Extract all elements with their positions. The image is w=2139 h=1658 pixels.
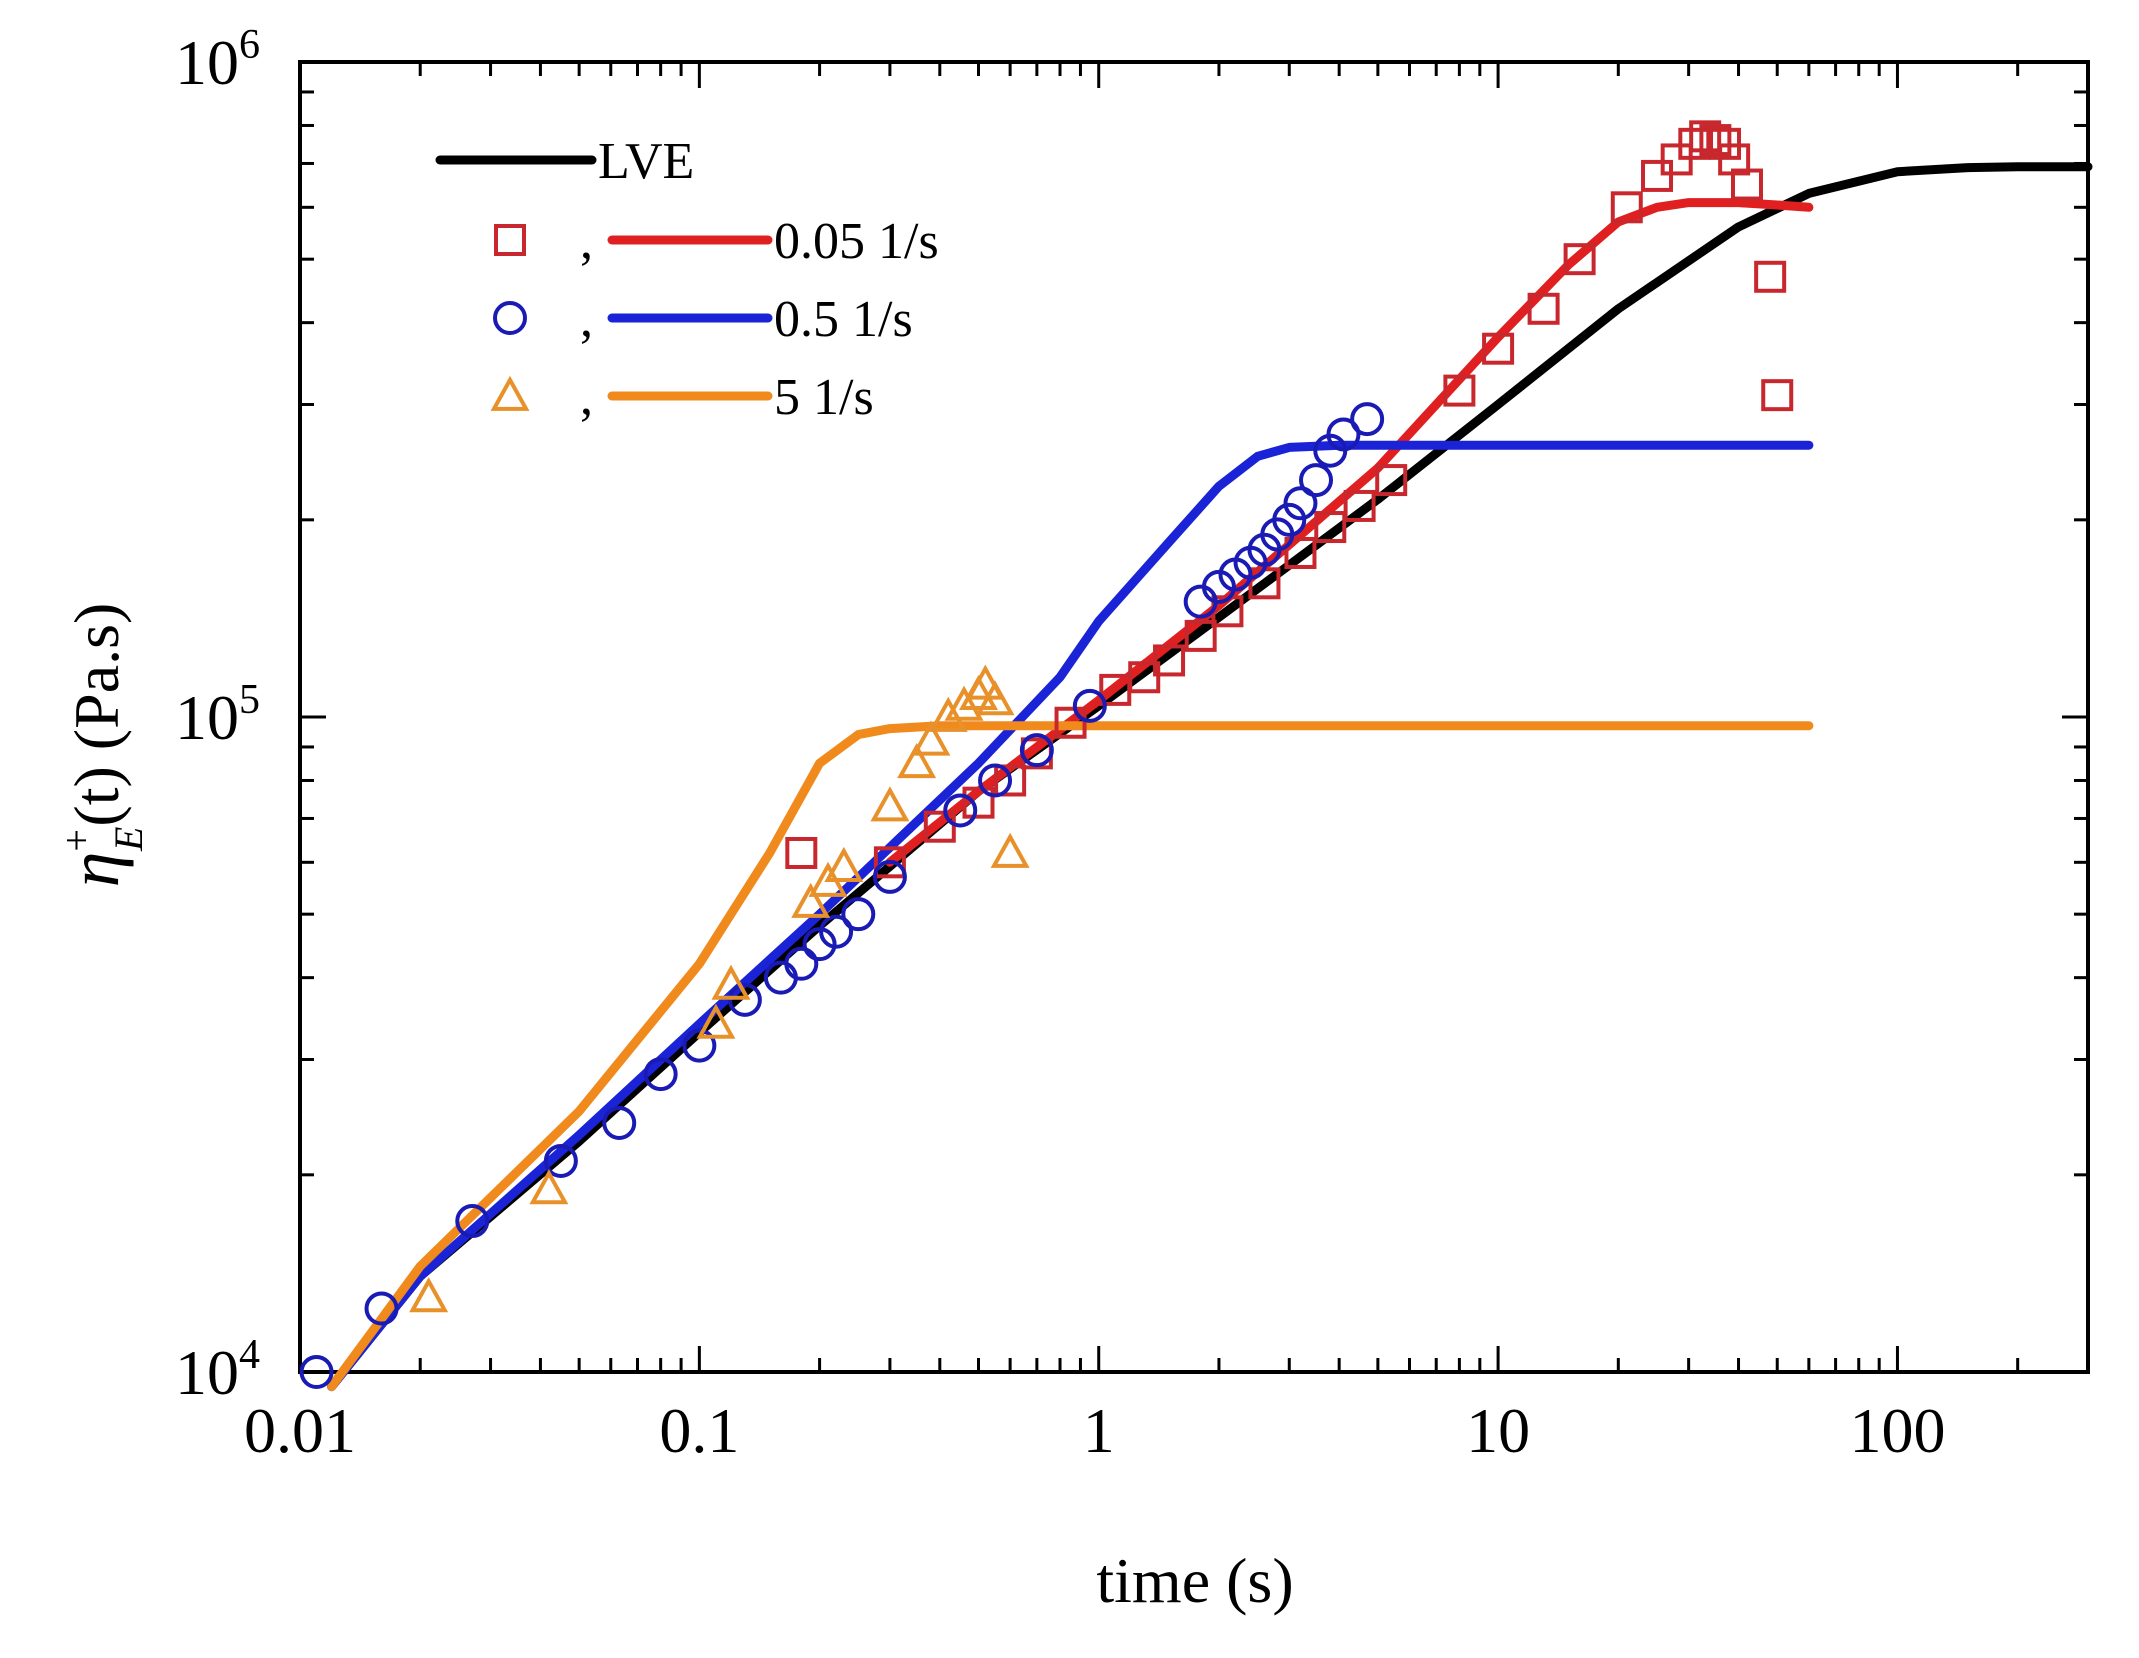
- data-point-square: [1153, 644, 1186, 677]
- data-point-square: [1689, 120, 1722, 153]
- x-axis-title: time (s): [1096, 1545, 1293, 1616]
- data-point-circle: [727, 982, 762, 1017]
- data-point-circle: [763, 960, 798, 995]
- x-tick-label: 1: [1083, 1395, 1115, 1466]
- legend-label: LVE: [598, 133, 694, 190]
- data-point-circle: [602, 1105, 637, 1140]
- legend: LVE, 0.05 1/s, 0.5 1/s, 5 1/s: [435, 133, 939, 426]
- y-tick-label: 106: [175, 22, 260, 98]
- series-line-2: [327, 440, 1814, 1392]
- data-point-circle: [364, 1291, 399, 1326]
- legend-label: 5 1/s: [774, 369, 874, 426]
- data-point-circle: [1283, 486, 1318, 521]
- data-point-square: [1754, 260, 1787, 293]
- data-point-square: [1343, 489, 1376, 522]
- tick-labels-layer: 0.01 0.1 1 10 100 104 105 106: [175, 22, 1945, 1466]
- data-point-square: [1284, 536, 1317, 569]
- y-tick-label: 104: [175, 1332, 260, 1408]
- series-markers-layer: [299, 120, 1794, 1389]
- data-point-square: [1128, 661, 1161, 694]
- data-point-circle: [1299, 463, 1334, 498]
- data-point-circle: [943, 793, 978, 828]
- data-point-triangle: [975, 680, 1015, 716]
- data-point-square: [1482, 332, 1515, 365]
- data-point-circle: [872, 859, 907, 894]
- data-point-circle: [1272, 502, 1307, 537]
- y-tick-label: 105: [175, 677, 260, 753]
- data-point-square: [1641, 159, 1674, 192]
- x-tick-label: 100: [1849, 1395, 1945, 1466]
- data-point-circle: [978, 763, 1013, 798]
- data-point-circle: [543, 1143, 578, 1178]
- data-point-square: [1610, 191, 1643, 224]
- series-line-0: [327, 162, 2093, 1392]
- data-point-square: [1563, 243, 1596, 276]
- legend-marker-circle: [493, 301, 527, 335]
- data-point-square: [1054, 706, 1087, 739]
- data-point-triangle: [711, 964, 751, 1000]
- series-line-3: [327, 721, 1814, 1392]
- data-point-circle: [1072, 688, 1107, 723]
- series-line-1: [885, 198, 1814, 867]
- data-point-square: [1184, 619, 1217, 652]
- data-point-square: [1699, 124, 1732, 157]
- legend-separator: ,: [580, 213, 593, 270]
- legend-separator: ,: [580, 291, 593, 348]
- data-point-circle: [841, 897, 876, 932]
- x-tick-label: 10: [1466, 1395, 1530, 1466]
- data-point-triangle: [897, 743, 937, 779]
- data-point-square: [1761, 379, 1794, 412]
- data-point-square: [873, 846, 906, 879]
- data-point-square: [1443, 374, 1476, 407]
- data-point-circle: [1019, 733, 1054, 768]
- legend-separator: ,: [580, 369, 593, 426]
- data-point-square: [923, 810, 956, 843]
- data-point-square: [785, 836, 818, 869]
- axes-frame-layer: [298, 60, 2090, 1374]
- data-point-circle: [299, 1355, 334, 1389]
- data-point-square: [994, 764, 1027, 797]
- data-point-triangle: [409, 1277, 449, 1313]
- data-point-triangle: [791, 882, 831, 918]
- data-point-triangle: [944, 685, 984, 721]
- data-point-triangle: [824, 846, 864, 882]
- data-point-square: [1730, 168, 1763, 201]
- data-point-circle: [455, 1204, 490, 1239]
- data-point-circle: [682, 1028, 717, 1063]
- data-point-square: [1678, 127, 1711, 160]
- data-point-circle: [1350, 402, 1385, 437]
- legend-label: 0.05 1/s: [774, 213, 939, 270]
- data-point-square: [1314, 511, 1347, 544]
- data-point-triangle: [928, 696, 968, 732]
- data-point-circle: [819, 914, 854, 949]
- data-point-circle: [1326, 417, 1361, 452]
- data-point-triangle: [870, 786, 910, 822]
- x-tick-label: 0.1: [659, 1395, 739, 1466]
- data-point-square: [1375, 464, 1408, 497]
- legend-label: 0.5 1/s: [774, 291, 913, 348]
- data-point-triangle: [529, 1169, 569, 1205]
- data-point-triangle: [990, 832, 1030, 868]
- data-point-triangle: [696, 1003, 736, 1039]
- legend-marker-triangle: [490, 375, 530, 411]
- x-tick-label: 0.01: [244, 1395, 356, 1466]
- data-point-triangle: [911, 720, 951, 756]
- data-point-square: [1527, 292, 1560, 325]
- data-point-square: [962, 786, 995, 819]
- y-axis-title: η+ E(t) (Pa.s): [54, 603, 151, 888]
- data-point-triangle: [965, 664, 1005, 700]
- legend-marker-square: [494, 224, 526, 256]
- data-point-circle: [643, 1057, 678, 1092]
- data-point-circle: [784, 946, 819, 981]
- series-lines-layer: [327, 162, 2093, 1392]
